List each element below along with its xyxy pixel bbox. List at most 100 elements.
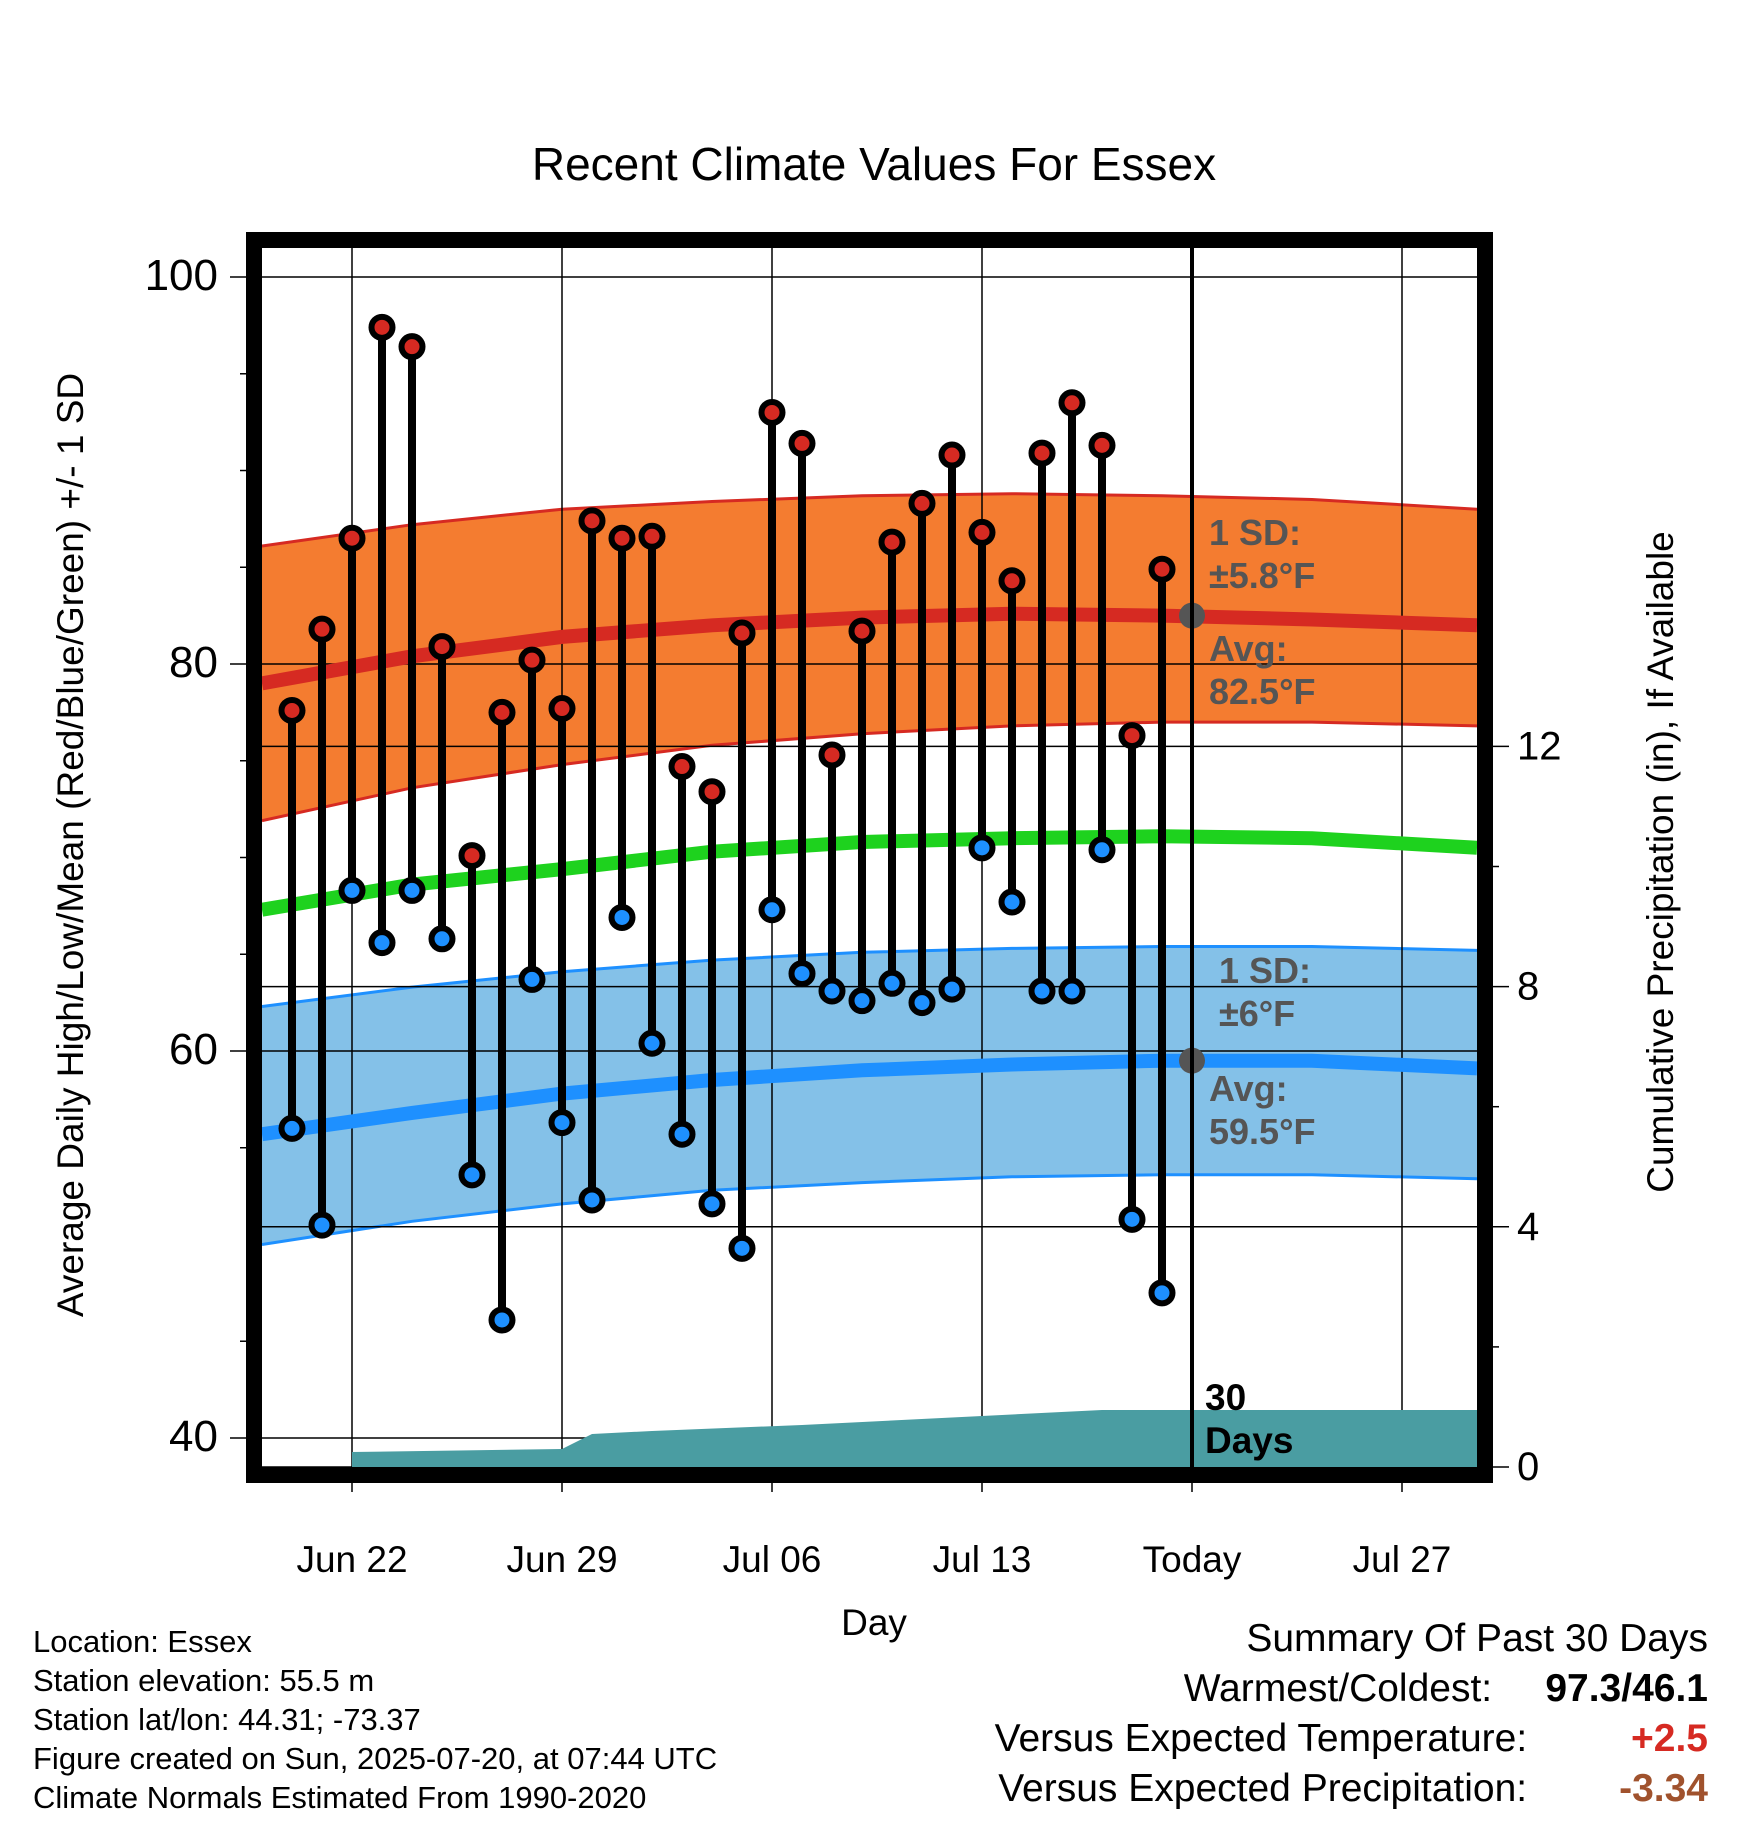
daily-low-point bbox=[368, 929, 396, 957]
daily-high-point bbox=[548, 695, 576, 723]
today-label-count: 30 bbox=[1205, 1377, 1246, 1418]
daily-high-point bbox=[878, 528, 906, 556]
daily-low-point bbox=[608, 903, 636, 931]
figure-created: Figure created on Sun, 2025-07-20, at 07… bbox=[33, 1741, 718, 1776]
daily-high-point bbox=[578, 507, 606, 535]
daily-low-point bbox=[578, 1186, 606, 1214]
daily-low-point bbox=[1088, 836, 1116, 864]
daily-high-point bbox=[758, 398, 786, 426]
daily-high-point bbox=[608, 524, 636, 552]
y-tick-label: 40 bbox=[169, 1412, 218, 1461]
daily-low-point bbox=[818, 977, 846, 1005]
x-axis-label: Day bbox=[841, 1602, 907, 1643]
daily-high-point bbox=[788, 429, 816, 457]
daily-low-point bbox=[488, 1306, 516, 1334]
daily-low-point bbox=[308, 1211, 336, 1239]
high-sd-label: 1 SD: bbox=[1209, 512, 1301, 553]
daily-high-point bbox=[728, 619, 756, 647]
daily-low-point bbox=[398, 876, 426, 904]
daily-high-point bbox=[818, 741, 846, 769]
daily-high-point bbox=[1058, 389, 1086, 417]
daily-low-point bbox=[668, 1120, 696, 1148]
daily-high-point bbox=[278, 696, 306, 724]
daily-low-point bbox=[548, 1109, 576, 1137]
summary-temp-row: Versus Expected Temperature: +2.5 bbox=[995, 1714, 1708, 1764]
x-tick-label: Jul 27 bbox=[1353, 1539, 1452, 1580]
daily-low-point bbox=[758, 896, 786, 924]
daily-high-point bbox=[398, 333, 426, 361]
daily-low-point bbox=[908, 989, 936, 1017]
daily-high-point bbox=[1118, 722, 1146, 750]
summary-title: Summary Of Past 30 Days bbox=[1246, 1617, 1708, 1660]
daily-low-point bbox=[1058, 977, 1086, 1005]
daily-high-point bbox=[668, 753, 696, 781]
station-info: Location: Essex Station elevation: 55.5 … bbox=[33, 1622, 717, 1817]
daily-high-point bbox=[998, 567, 1026, 595]
daily-low-point bbox=[878, 969, 906, 997]
y2-tick-label: 4 bbox=[1517, 1205, 1539, 1249]
precip-anomaly-label: Versus Expected Precipitation: bbox=[998, 1767, 1528, 1810]
y2-tick-label: 12 bbox=[1517, 724, 1562, 768]
station-location: Location: Essex bbox=[33, 1624, 252, 1659]
y2-axis-label: Cumulative Precipitation (in), If Availa… bbox=[1640, 531, 1681, 1193]
low-sd-value: ±6°F bbox=[1219, 993, 1295, 1034]
daily-high-point bbox=[1028, 439, 1056, 467]
daily-high-point bbox=[518, 646, 546, 674]
daily-high-point bbox=[368, 313, 396, 341]
chart-title: Recent Climate Values For Essex bbox=[532, 138, 1216, 190]
precip-anomaly-value: -3.34 bbox=[1619, 1767, 1708, 1810]
daily-high-point bbox=[488, 698, 516, 726]
x-tick-label: Jun 22 bbox=[296, 1539, 407, 1580]
daily-low-point bbox=[1028, 977, 1056, 1005]
daily-low-point bbox=[698, 1190, 726, 1218]
temp-anomaly-label: Versus Expected Temperature: bbox=[994, 1717, 1528, 1760]
daily-high-point bbox=[698, 778, 726, 806]
daily-low-point bbox=[518, 965, 546, 993]
low-avg-label: Avg: bbox=[1209, 1068, 1288, 1109]
warmest-coldest-label: Warmest/Coldest: bbox=[1183, 1667, 1493, 1710]
daily-low-point bbox=[338, 876, 366, 904]
high-sd-value: ±5.8°F bbox=[1209, 555, 1315, 596]
station-elevation: Station elevation: 55.5 m bbox=[33, 1663, 375, 1698]
daily-low-point bbox=[788, 960, 816, 988]
high-avg-value: 82.5°F bbox=[1209, 671, 1315, 712]
high-sd-upper-line bbox=[262, 492, 1477, 548]
daily-high-point bbox=[908, 489, 936, 517]
y2-tick-label: 8 bbox=[1517, 965, 1539, 1009]
daily-low-point bbox=[968, 834, 996, 862]
summary-warmest-row: Warmest/Coldest: 97.3/46.1 bbox=[995, 1664, 1708, 1714]
warmest-coldest-value: 97.3/46.1 bbox=[1545, 1667, 1708, 1710]
daily-high-point bbox=[848, 617, 876, 645]
high-avg-label: Avg: bbox=[1209, 628, 1288, 669]
y-tick-label: 100 bbox=[145, 251, 218, 300]
high-avg-line bbox=[262, 606, 1477, 691]
daily-low-point bbox=[848, 987, 876, 1015]
station-latlon: Station lat/lon: 44.31; -73.37 bbox=[33, 1702, 421, 1737]
low-sd-label: 1 SD: bbox=[1219, 950, 1311, 991]
daily-low-point bbox=[1118, 1205, 1146, 1233]
x-tick-label: Today bbox=[1143, 1539, 1242, 1580]
daily-high-point bbox=[458, 842, 486, 870]
daily-high-point bbox=[968, 518, 996, 546]
daily-low-point bbox=[278, 1114, 306, 1142]
x-tick-label: Jul 06 bbox=[723, 1539, 822, 1580]
low-avg-line bbox=[262, 1053, 1477, 1142]
daily-high-point bbox=[428, 633, 456, 661]
summary-panel: Summary Of Past 30 Days Warmest/Coldest:… bbox=[995, 1614, 1708, 1814]
x-tick-label: Jun 29 bbox=[506, 1539, 617, 1580]
y-axis-label: Average Daily High/Low/Mean (Red/Blue/Gr… bbox=[50, 373, 91, 1317]
daily-high-point bbox=[638, 522, 666, 550]
daily-high-point bbox=[938, 441, 966, 469]
daily-low-point bbox=[1148, 1279, 1176, 1307]
daily-low-point bbox=[998, 888, 1026, 916]
y-tick-label: 80 bbox=[169, 638, 218, 687]
low-sd-lower-line bbox=[262, 1173, 1477, 1246]
temp-anomaly-value: +2.5 bbox=[1631, 1717, 1708, 1760]
daily-low-point bbox=[728, 1234, 756, 1262]
summary-precip-row: Versus Expected Precipitation: -3.34 bbox=[995, 1764, 1708, 1814]
y-tick-label: 60 bbox=[169, 1025, 218, 1074]
daily-high-point bbox=[308, 615, 336, 643]
today-label-days: Days bbox=[1205, 1420, 1293, 1461]
daily-low-point bbox=[938, 975, 966, 1003]
